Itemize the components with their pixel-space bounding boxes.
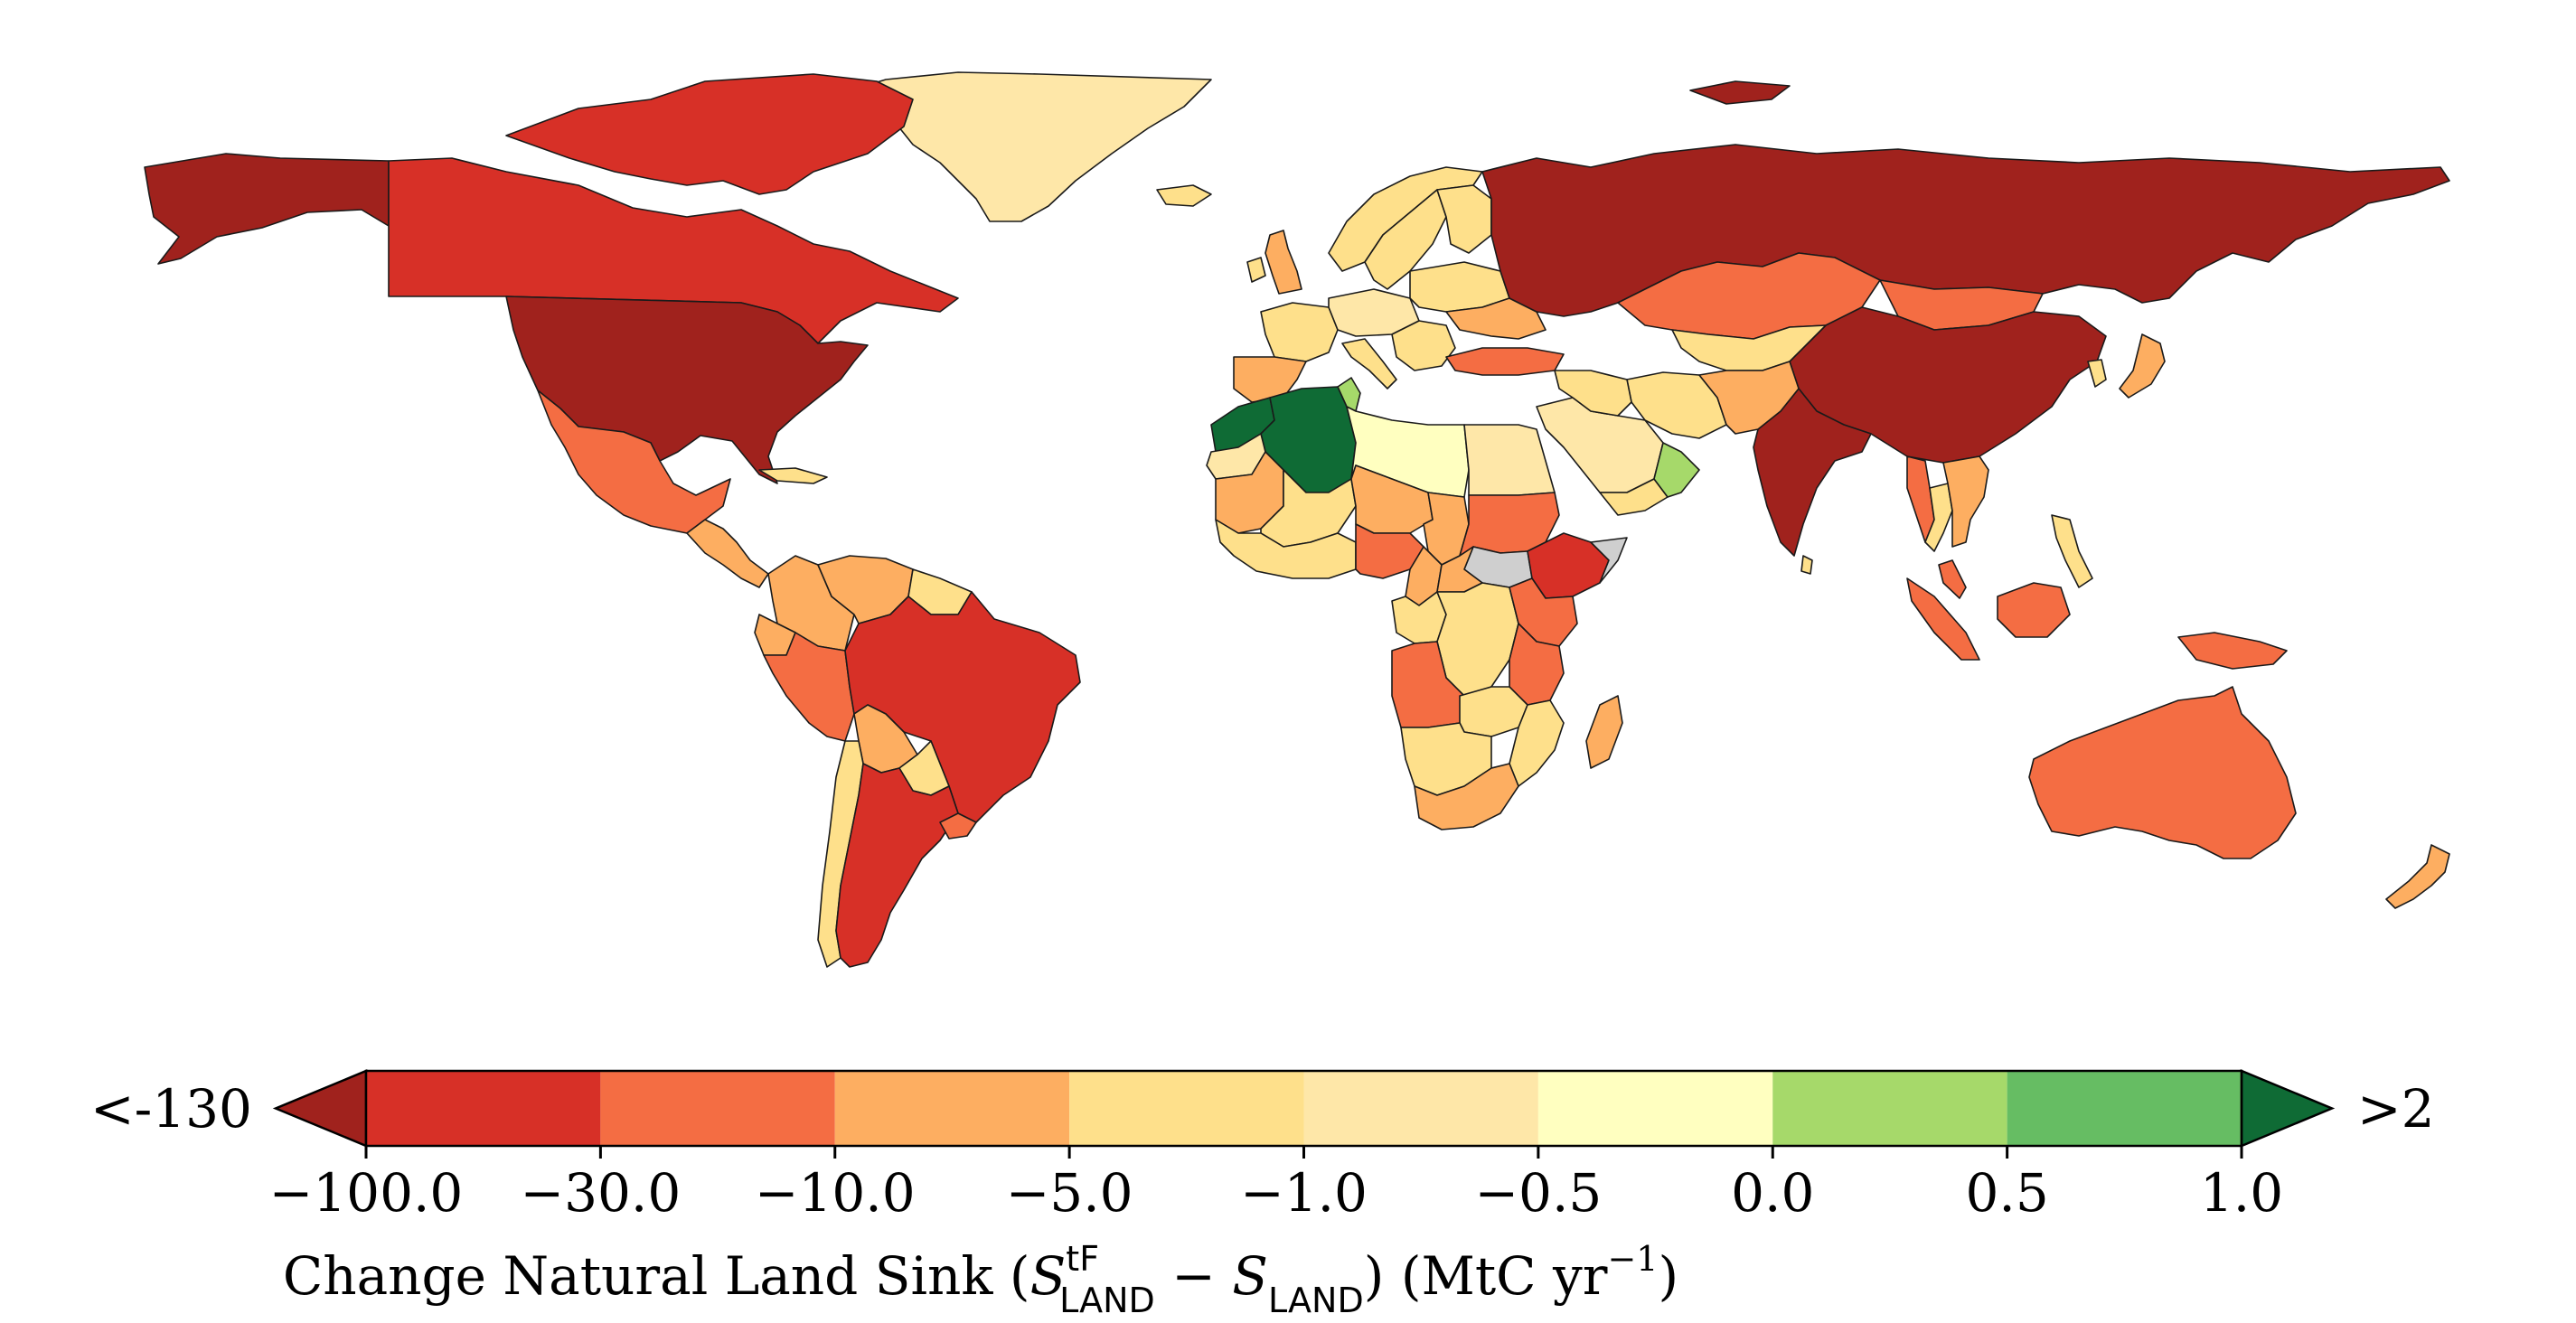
region-central-asia: Central Asia [1671,324,1827,371]
colorbar-tick-label: 0.5 [1966,1162,2049,1224]
region-south-africa: South Africa [1414,763,1519,830]
colorbar-extend-max-label: >2 [2357,1078,2435,1140]
colorbar-tick-label: 1.0 [2200,1162,2283,1224]
region-indochina: Indochina [1942,455,1989,548]
region-mozambique: Mozambique [1509,699,1565,787]
colorbar-bin [366,1071,601,1146]
colorbar-bin [1772,1071,2007,1146]
region-iceland: Iceland [1156,184,1212,207]
region-ukraine: Ukraine [1445,297,1547,340]
region-spain-portugal: Spain & Portugal [1233,356,1307,403]
colorbar-bin [1537,1071,1773,1146]
region-iran: Iran [1626,371,1727,439]
region-korea: Korea [2087,359,2107,388]
region-nigeria: Nigeria [1355,523,1424,579]
region-borneo: Borneo [1997,582,2071,638]
region-italy: Italy [1341,338,1397,389]
region-iraq-syria: Iraq & Syria [1554,370,1632,417]
region-france: France [1260,302,1339,362]
region-ireland: Ireland [1246,257,1266,283]
region-madagascar: Madagascar [1585,695,1623,769]
colorbar-tick-label: −0.5 [1474,1162,1602,1224]
region-greenland: Greenland [826,71,1212,222]
colorbar: −100.0 −30.0 −10.0 −5.0 −1.0 −0.5 0.0 0.5 1.0 <-… [90,1069,2435,1320]
region-pakistan-afghanistan: Pakistan & Afghanistan [1698,361,1800,435]
colorbar-bin [2007,1071,2242,1146]
region-australia: Australia [2028,686,2297,859]
colorbar-tick-label: −1.0 [1240,1162,1368,1224]
colorbar-bin [834,1071,1070,1146]
region-malaysia: Malaysia [1938,559,1967,599]
colorbar-extend-min-label: <-130 [90,1078,252,1140]
colorbar-tick-label: −100.0 [269,1162,464,1224]
region-mexico: Mexico [537,389,731,534]
region-philippines: Philippines [2051,514,2093,588]
region-russia: Russia [1481,144,2450,317]
region-cuba: Cuba [758,467,828,484]
colorbar-bins [272,1069,2336,1148]
map-layer: Alaska (USA)CanadaUnited StatesGreenland… [144,71,2450,968]
region-united-kingdom: United Kingdom [1264,230,1302,295]
region-new-zealand: New Zealand [2385,844,2450,909]
region-oman: Oman [1653,442,1700,498]
region-new-guinea: New Guinea [2177,632,2288,670]
region-turkey: Turkey [1445,347,1565,376]
region-india: India [1753,388,1872,557]
region-alaska-usa: Alaska (USA) [144,153,390,265]
region-uruguay: Uruguay [939,812,977,840]
region-tunisia: Tunisia [1337,377,1361,412]
region-dr-congo: DR Congo [1436,582,1519,697]
colorbar-axis-label: Change Natural Land Sink (StF LAND − SLAN… [283,1239,1678,1320]
region-svalbard-novaya-zemlya: Svalbard & Novaya Zemlya [1689,80,1791,105]
region-sweden: Sweden [1364,189,1447,290]
colorbar-tick-label: −5.0 [1006,1162,1133,1224]
region-sumatra: Sumatra [1906,577,1980,661]
colorbar-ticks: −100.0 −30.0 −10.0 −5.0 −1.0 −0.5 0.0 0.5 1.0 [269,1146,2283,1224]
colorbar-bin [1069,1071,1304,1146]
colorbar-bin [1303,1071,1538,1146]
colorbar-tick-label: −30.0 [521,1162,682,1224]
colorbar-bin [600,1071,835,1146]
region-arctic-islands-canada: Arctic islands (Canada) [505,73,914,195]
region-niger: Niger [1350,464,1434,534]
region-sri-lanka: Sri Lanka [1800,555,1813,575]
region-somalia: Somalia [1590,537,1628,584]
region-argentina: Argentina [835,763,959,968]
colorbar-tick-label: 0.0 [1731,1162,1814,1224]
colorbar-tick-label: −10.0 [755,1162,916,1224]
region-japan: Japan [2119,333,2166,399]
